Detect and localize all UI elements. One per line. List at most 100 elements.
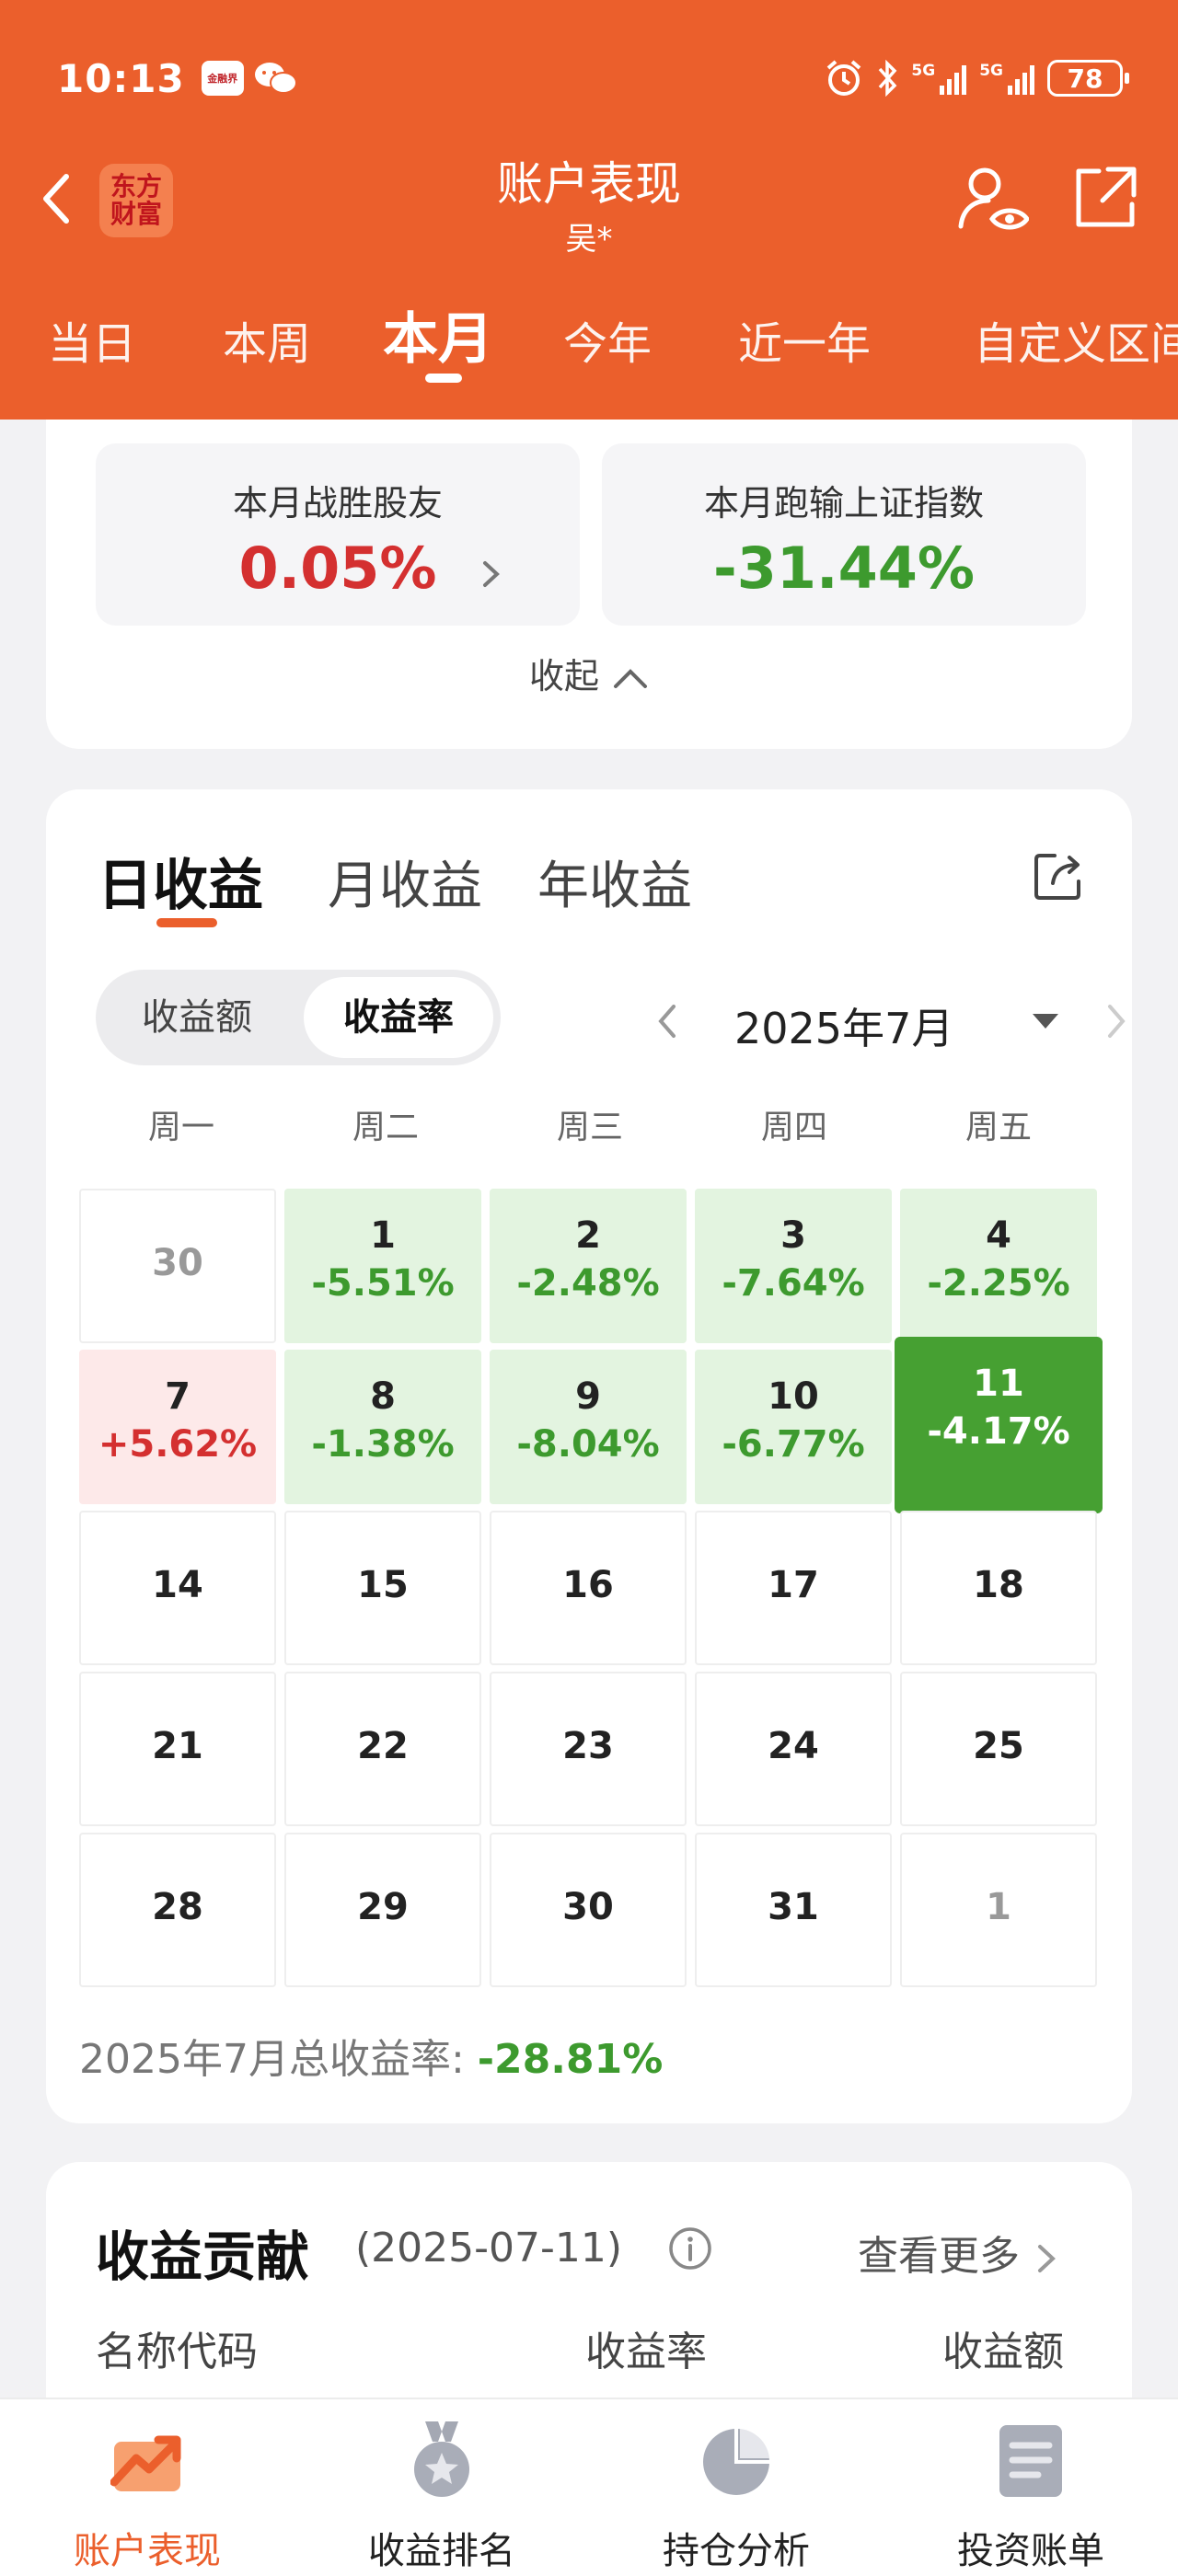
- nav-investment-bill[interactable]: 投资账单: [884, 2399, 1178, 2576]
- tab-custom-range[interactable]: 自定义区间: [974, 318, 1178, 370]
- nav-label: 持仓分析: [663, 2530, 810, 2572]
- weekday-wed: 周三: [556, 1109, 623, 1146]
- chevron-right-icon: [1038, 2245, 1056, 2272]
- calendar-day-cell[interactable]: 23: [490, 1672, 687, 1826]
- tab-month[interactable]: 本月: [383, 307, 493, 372]
- info-icon[interactable]: [668, 2226, 712, 2271]
- day-number: 1: [370, 1214, 396, 1257]
- calendar-day-cell[interactable]: 2 -2.48%: [490, 1189, 687, 1343]
- tab-yearly-returns[interactable]: 年收益: [537, 857, 692, 916]
- nav-holding-analysis[interactable]: 持仓分析: [589, 2399, 884, 2576]
- calendar-day-cell[interactable]: 22: [284, 1672, 481, 1826]
- privacy-eye-icon[interactable]: [955, 162, 1029, 236]
- calendar-day-cell[interactable]: 16: [490, 1511, 687, 1665]
- day-number: 15: [357, 1564, 409, 1606]
- month-label[interactable]: 2025年7月: [734, 1004, 954, 1053]
- calendar-day-cell[interactable]: 10 -6.77%: [695, 1350, 892, 1504]
- day-number: 4: [986, 1214, 1011, 1257]
- beat-peers-stat[interactable]: 本月战胜股友 0.05%: [96, 443, 580, 626]
- logo-text-2: 财富: [110, 199, 162, 229]
- eastmoney-logo: 东方 财富: [99, 164, 173, 237]
- battery-level: 78: [1067, 63, 1103, 94]
- tab-week[interactable]: 本周: [223, 318, 312, 370]
- col-return-rate[interactable]: 收益率: [585, 2329, 707, 2375]
- day-number: 2: [575, 1214, 601, 1257]
- view-more-link[interactable]: 查看更多: [858, 2223, 1057, 2282]
- period-tabs: 当日 本周 本月 今年 近一年 自定义区间: [0, 285, 1178, 386]
- calendar-day-cell[interactable]: 28: [79, 1833, 276, 1987]
- weekday-thu: 周四: [760, 1109, 827, 1146]
- day-number: 11: [973, 1363, 1024, 1405]
- calendar-day-cell[interactable]: 21: [79, 1672, 276, 1826]
- calendar-day-cell[interactable]: 30: [79, 1189, 276, 1343]
- calendar-day-cell[interactable]: 9 -8.04%: [490, 1350, 687, 1504]
- tab-today[interactable]: 当日: [48, 318, 137, 370]
- nav-label: 投资账单: [957, 2530, 1104, 2572]
- day-number: 30: [152, 1242, 203, 1284]
- toggle-rate[interactable]: 收益率: [304, 977, 493, 1058]
- share-icon[interactable]: [1071, 164, 1139, 232]
- month-total: 2025年7月总收益率: -28.81%: [79, 2026, 663, 2085]
- index-compare-value: -31.44%: [713, 535, 975, 602]
- signal-1-label: 5G: [911, 62, 936, 80]
- collapse-button[interactable]: 收起: [46, 648, 1132, 698]
- day-return-rate: -8.04%: [516, 1423, 660, 1466]
- chevron-left-icon[interactable]: [653, 1001, 681, 1041]
- status-bar: 10:13 金融界 5G 5G 78: [57, 53, 1129, 103]
- status-icons: 5G 5G 78: [825, 59, 1129, 98]
- collapse-label: 收起: [528, 656, 599, 696]
- calendar-day-cell[interactable]: 30: [490, 1833, 687, 1987]
- toggle-amount[interactable]: 收益额: [142, 996, 252, 1039]
- calendar-day-cell[interactable]: 29: [284, 1833, 481, 1987]
- col-return-amount[interactable]: 收益额: [942, 2329, 1064, 2375]
- calendar-day-cell[interactable]: 1 -5.51%: [284, 1189, 481, 1343]
- calendar-day-cell[interactable]: 18: [900, 1511, 1097, 1665]
- share-icon[interactable]: [1031, 848, 1086, 903]
- dropdown-caret-icon[interactable]: [1031, 1012, 1060, 1030]
- day-number: 8: [370, 1375, 396, 1418]
- calendar-day-cell[interactable]: 24: [695, 1672, 892, 1826]
- bottom-nav: 账户表现 收益排名 持仓分析 投资账单: [0, 2398, 1178, 2576]
- tab-daily-returns[interactable]: 日收益: [98, 854, 263, 918]
- signal-icon: 5G: [979, 62, 1034, 95]
- nav-account-performance[interactable]: 账户表现: [0, 2399, 294, 2576]
- day-number: 1: [986, 1886, 1011, 1928]
- tab-monthly-returns[interactable]: 月收益: [328, 857, 482, 916]
- calendar-day-cell[interactable]: 25: [900, 1672, 1097, 1826]
- status-time: 10:13: [57, 55, 185, 101]
- month-total-value: -28.81%: [477, 2036, 664, 2083]
- col-name-code: 名称代码: [96, 2329, 258, 2375]
- day-number: 17: [768, 1564, 819, 1606]
- day-return-rate: -7.64%: [722, 1262, 865, 1305]
- day-return-rate: -1.38%: [311, 1423, 455, 1466]
- tab-last-year[interactable]: 近一年: [738, 318, 872, 370]
- chevron-right-icon[interactable]: [1103, 1001, 1130, 1041]
- calendar-day-cell[interactable]: 15: [284, 1511, 481, 1665]
- alarm-icon: [827, 60, 861, 96]
- metric-toggle: 收益额 收益率: [96, 970, 501, 1065]
- calendar-day-cell[interactable]: 11 -4.17%: [895, 1337, 1103, 1513]
- beat-peers-value: 0.05%: [238, 535, 437, 602]
- performance-chart-icon: [110, 2435, 181, 2491]
- calendar-day-cell[interactable]: 4 -2.25%: [900, 1189, 1097, 1343]
- returns-card: 日收益 月收益 年收益 收益额 收益率 2025年7月 周一 周二 周三 周四 …: [46, 789, 1132, 2123]
- pie-chart-icon: [703, 2429, 769, 2495]
- day-number: 3: [780, 1214, 806, 1257]
- calendar-day-cell[interactable]: 14: [79, 1511, 276, 1665]
- tab-year[interactable]: 今年: [563, 318, 653, 370]
- account-name: 吴*: [565, 221, 613, 258]
- day-number: 29: [357, 1886, 409, 1928]
- day-number: 30: [562, 1886, 614, 1928]
- medal-icon: [414, 2421, 469, 2497]
- day-return-rate: +5.62%: [98, 1423, 258, 1466]
- summary-card: 本月战胜股友 0.05% 本月跑输上证指数 -31.44% 收起: [46, 420, 1132, 749]
- calendar-day-cell[interactable]: 8 -1.38%: [284, 1350, 481, 1504]
- calendar-day-cell[interactable]: 1: [900, 1833, 1097, 1987]
- back-arrow-icon[interactable]: [37, 171, 74, 226]
- calendar-day-cell[interactable]: 17: [695, 1511, 892, 1665]
- calendar-day-cell[interactable]: 31: [695, 1833, 892, 1987]
- nav-return-ranking[interactable]: 收益排名: [294, 2399, 589, 2576]
- calendar-day-cell[interactable]: 7 +5.62%: [79, 1350, 276, 1504]
- weekday-tue: 周二: [352, 1109, 419, 1146]
- calendar-day-cell[interactable]: 3 -7.64%: [695, 1189, 892, 1343]
